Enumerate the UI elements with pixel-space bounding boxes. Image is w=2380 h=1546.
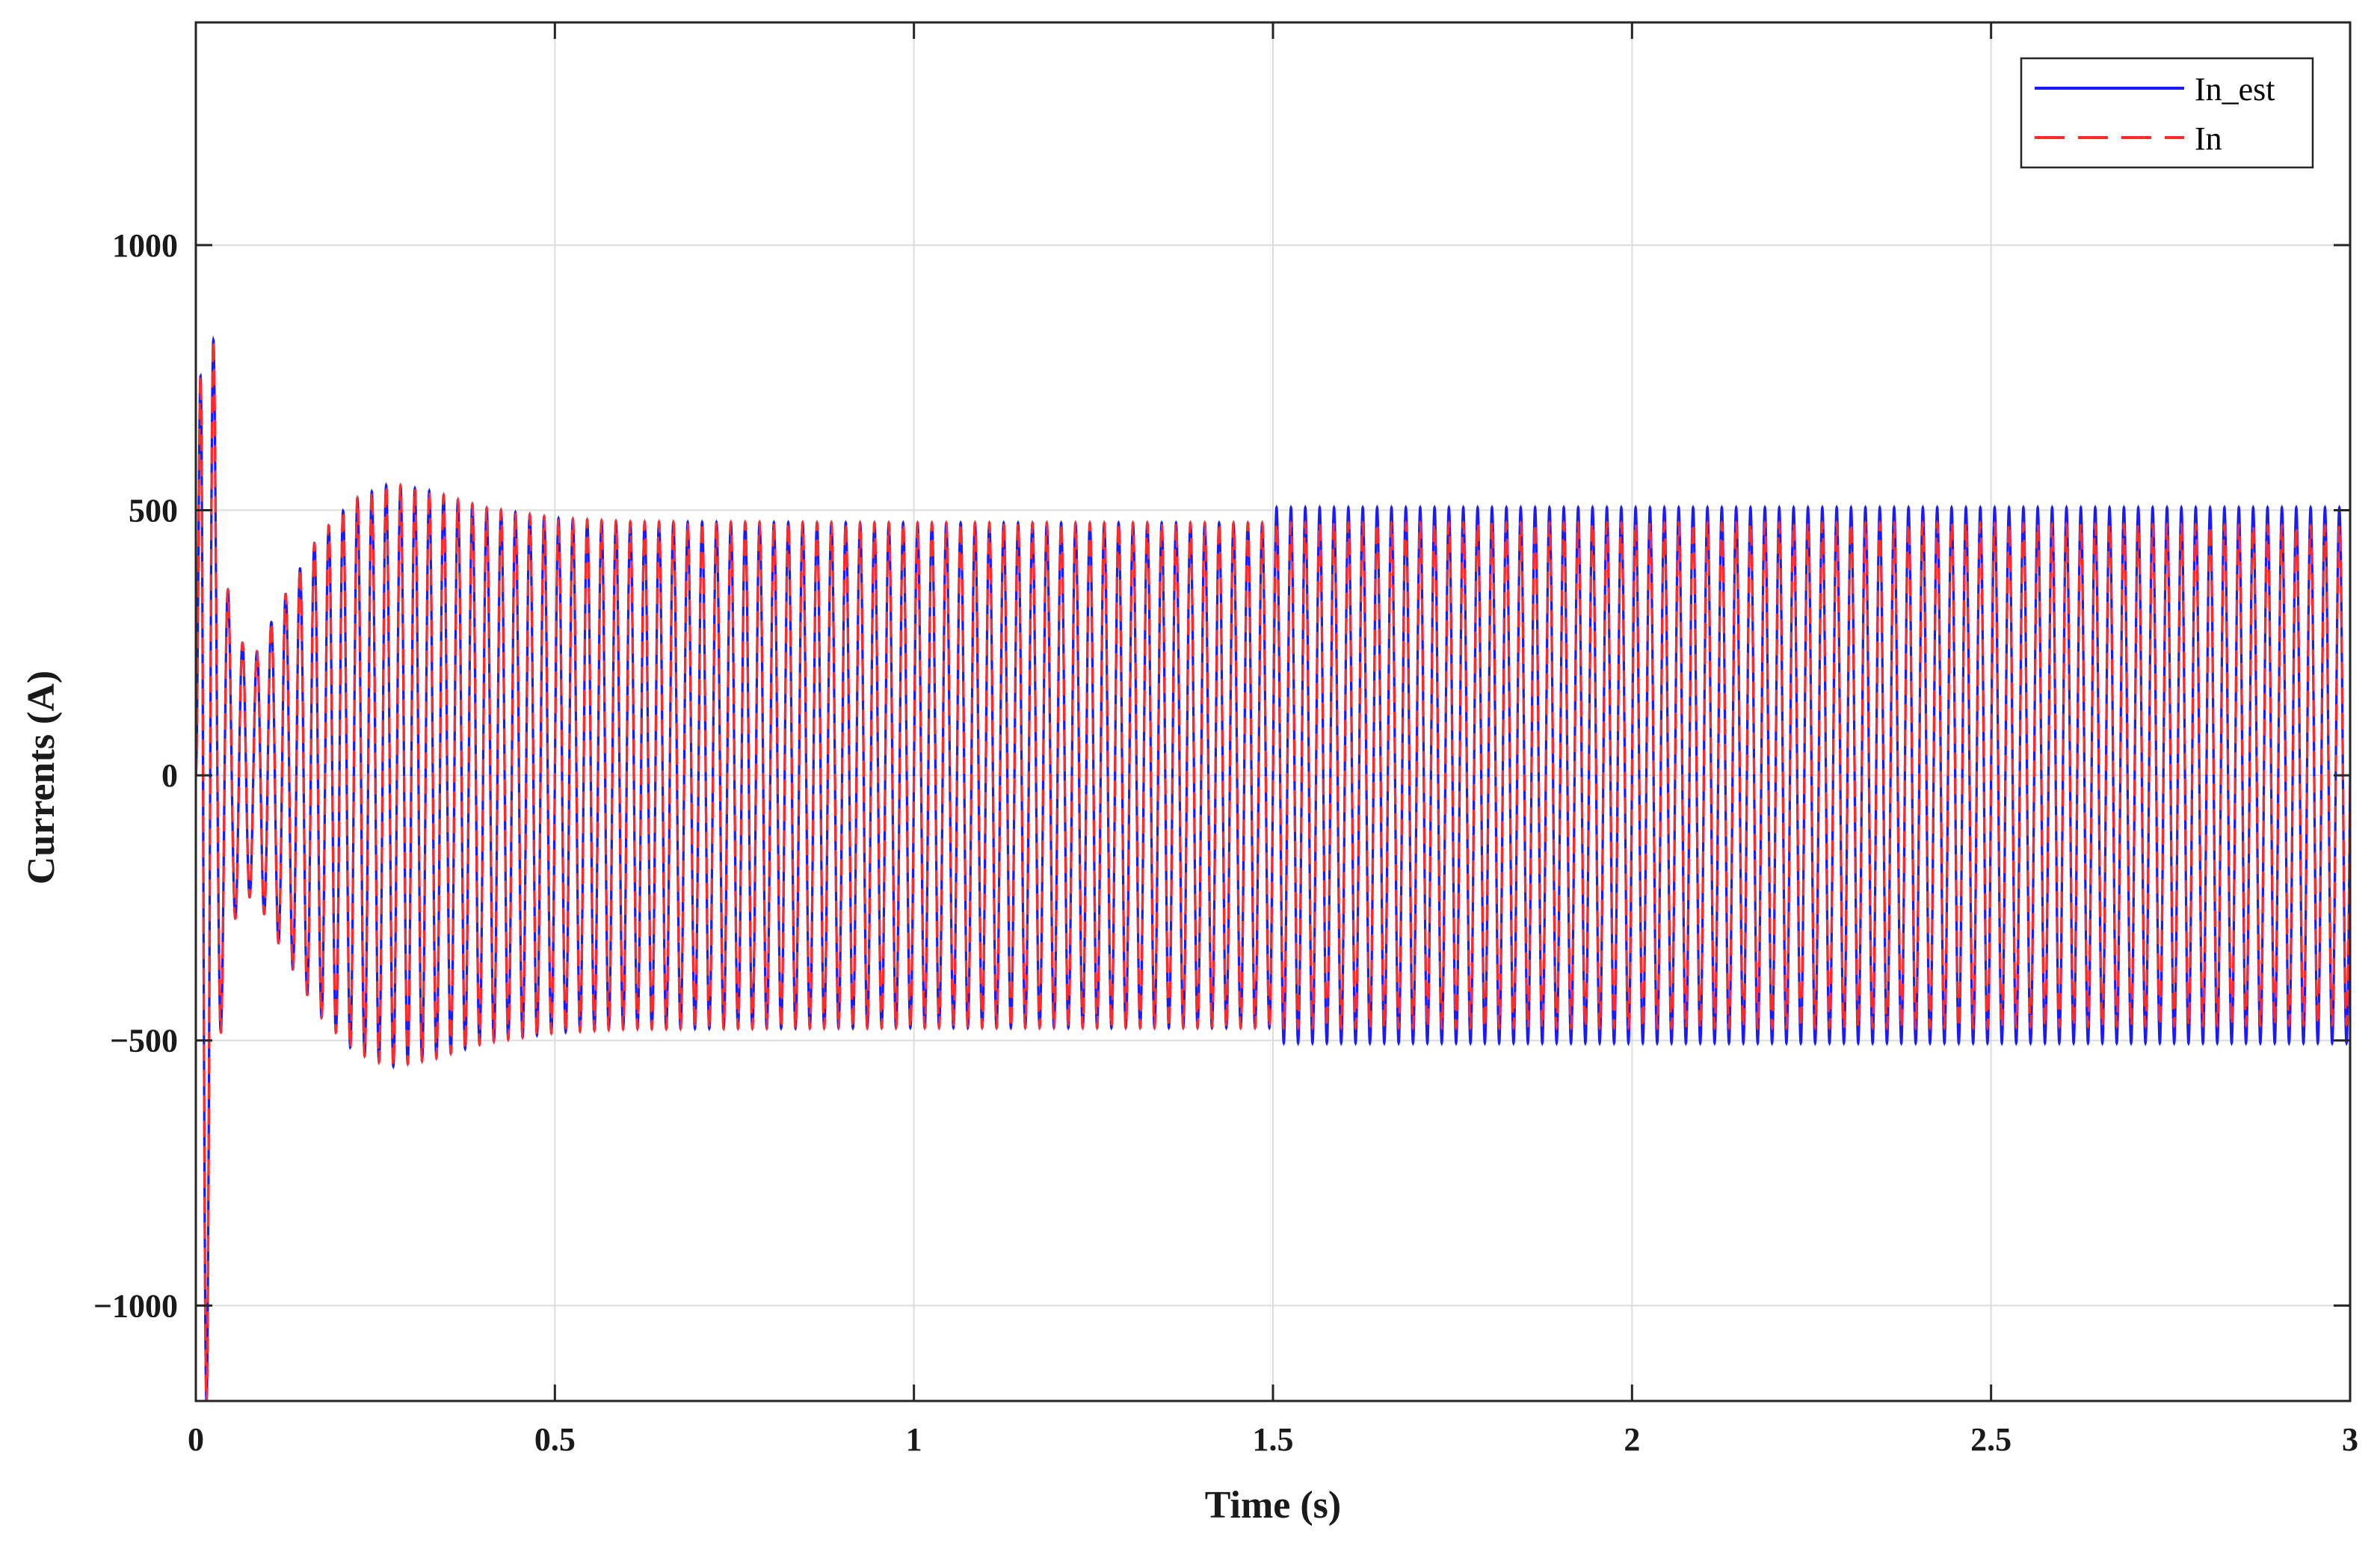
x-tick-label-6: 3 (2342, 1421, 2358, 1458)
y-tick-label-0: −1000 (93, 1287, 178, 1324)
y-axis: −1000 −500 0 500 1000 (93, 227, 2350, 1324)
series-line-in (196, 335, 2350, 1401)
series-layer (196, 335, 2350, 1401)
legend-label-in-est: In_est (2195, 71, 2275, 108)
legend: In_est In (2020, 57, 2314, 169)
x-tick-label-4: 2 (1624, 1421, 1640, 1458)
x-axis-label: Time (s) (1205, 1484, 1341, 1527)
x-tick-label-0: 0 (188, 1421, 204, 1458)
x-tick-label-1: 0.5 (534, 1421, 576, 1458)
y-axis-label: Currents (A) (20, 671, 63, 884)
y-tick-label-2: 0 (161, 757, 178, 794)
x-tick-label-2: 1 (906, 1421, 922, 1458)
x-tick-label-5: 2.5 (1970, 1421, 2011, 1458)
y-tick-label-1: −500 (110, 1023, 178, 1059)
x-tick-label-3: 1.5 (1253, 1421, 1294, 1458)
legend-box (2020, 57, 2314, 169)
y-tick-label-3: 500 (129, 492, 178, 529)
legend-label-in: In (2195, 120, 2222, 157)
y-tick-label-4: 1000 (112, 227, 178, 264)
x-axis: 0 0.5 1 1.5 2 2.5 3 (188, 22, 2358, 1458)
